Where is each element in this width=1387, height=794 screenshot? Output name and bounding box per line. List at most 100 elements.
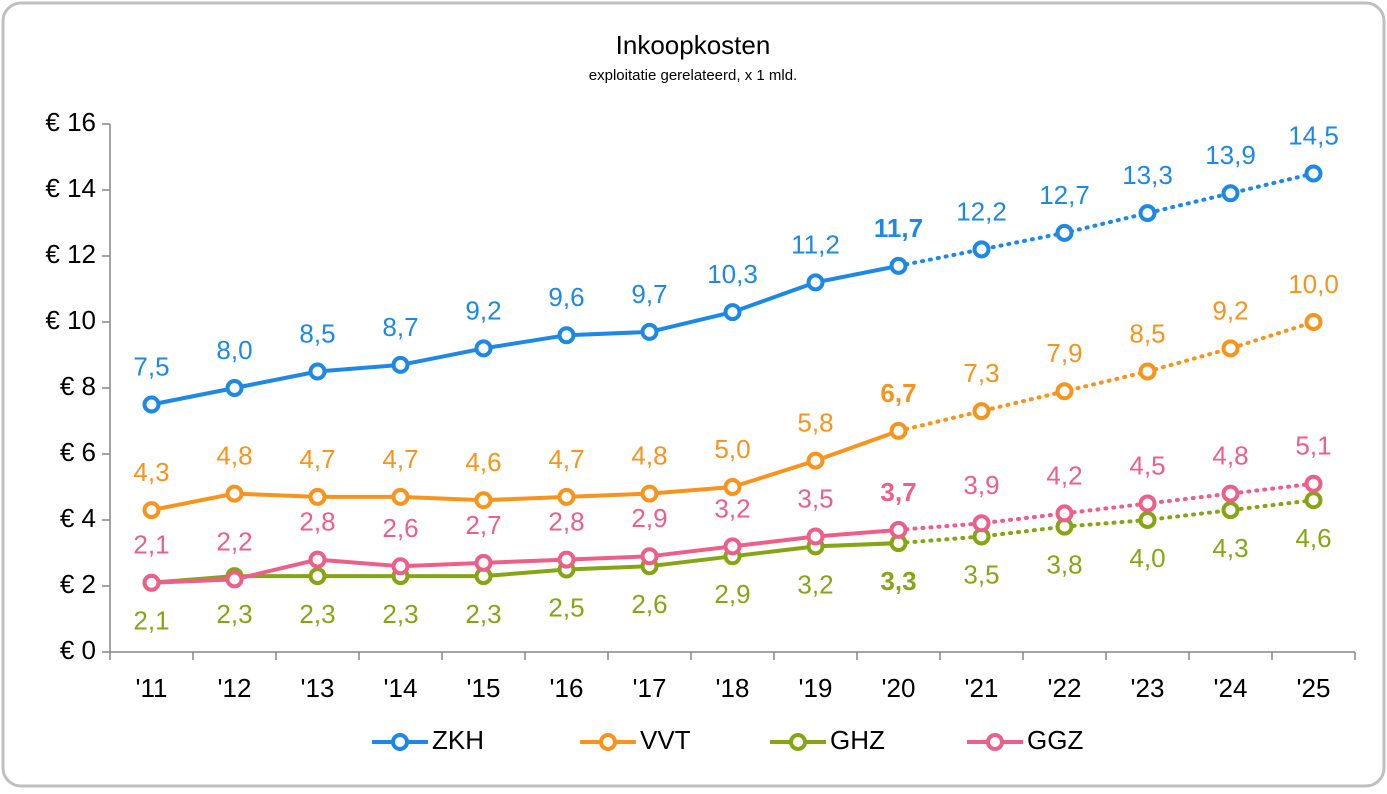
marker: [225, 570, 244, 589]
data-label: 12,7: [1039, 180, 1090, 210]
data-label: 4,0: [1129, 543, 1165, 573]
data-label: 4,6: [1295, 523, 1331, 553]
x-tick-label: '20: [882, 673, 916, 703]
x-tick-label: '13: [301, 673, 335, 703]
data-label: 7,5: [133, 351, 169, 381]
series-line: [151, 263, 899, 407]
data-label: 3,9: [963, 470, 999, 500]
y-tick-label: € 8: [60, 371, 96, 401]
data-label: 12,2: [956, 196, 1007, 226]
x-tick-label: '22: [1048, 673, 1082, 703]
marker: [806, 273, 825, 292]
data-label: 11,7: [874, 213, 923, 243]
marker: [308, 567, 327, 586]
data-label: 4,8: [216, 440, 252, 470]
data-label: 10,3: [707, 259, 758, 289]
data-label: 4,5: [1129, 450, 1165, 480]
data-label: 4,7: [382, 444, 418, 474]
data-label: 4,3: [1212, 533, 1248, 563]
data-label: 2,3: [465, 599, 501, 629]
data-label: 2,1: [133, 530, 169, 560]
x-tick-label: '14: [384, 673, 418, 703]
data-label: 9,2: [1212, 295, 1248, 325]
marker: [889, 520, 908, 539]
data-label: 8,7: [382, 312, 418, 342]
marker: [225, 484, 244, 503]
marker: [640, 547, 659, 566]
y-tick-label: € 14: [45, 173, 96, 203]
marker: [1304, 491, 1323, 510]
marker: [972, 402, 991, 421]
marker: [1138, 494, 1157, 513]
data-label: 8,5: [299, 318, 335, 348]
data-label: 10,0: [1288, 269, 1339, 299]
data-label: 3,7: [880, 477, 916, 507]
data-label: 11,2: [791, 229, 840, 259]
x-tick-label: '19: [799, 673, 833, 703]
marker: [142, 501, 161, 520]
data-label: 14,5: [1288, 120, 1339, 150]
series-line: [151, 429, 900, 513]
data-label: 2,7: [465, 510, 501, 540]
x-tick-label: '16: [550, 673, 584, 703]
marker: [474, 553, 493, 572]
x-tick-label: '18: [716, 673, 750, 703]
data-label: 8,0: [216, 335, 252, 365]
marker: [723, 303, 742, 322]
marker: [1221, 339, 1240, 358]
data-label: 2,3: [216, 599, 252, 629]
data-label: 4,7: [548, 444, 584, 474]
marker: [889, 421, 908, 440]
marker: [1138, 362, 1157, 381]
x-tick-label: '15: [467, 673, 501, 703]
data-label: 3,2: [714, 493, 750, 523]
y-tick-label: € 10: [45, 305, 96, 335]
legend-marker: [599, 733, 617, 751]
data-label: 7,9: [1046, 338, 1082, 368]
marker: [723, 537, 742, 556]
marker: [1055, 223, 1074, 242]
data-label: 2,2: [216, 526, 252, 556]
marker: [1221, 501, 1240, 520]
legend-marker: [391, 733, 409, 751]
marker: [308, 550, 327, 569]
series-line-dotted: [896, 320, 1316, 433]
x-tick-label: '17: [633, 673, 667, 703]
marker: [308, 487, 327, 506]
marker: [723, 478, 742, 496]
x-tick-label: '24: [1214, 673, 1248, 703]
y-tick-label: € 4: [60, 503, 96, 533]
data-label: 2,9: [714, 579, 750, 609]
data-label: 2,5: [548, 592, 584, 622]
data-label: 2,1: [133, 606, 169, 636]
series-line-dotted: [896, 498, 1316, 546]
marker: [557, 487, 576, 506]
series-line: [151, 541, 899, 585]
marker: [806, 527, 825, 546]
marker: [391, 487, 410, 506]
data-label: 9,7: [631, 279, 667, 309]
marker: [972, 514, 991, 533]
data-label: 3,3: [880, 566, 916, 596]
marker: [889, 256, 908, 275]
marker: [1221, 484, 1240, 503]
data-label: 3,2: [797, 569, 833, 599]
marker: [972, 240, 991, 259]
data-label: 2,3: [299, 599, 335, 629]
y-tick-label: € 2: [60, 569, 96, 599]
data-label: 9,6: [548, 282, 584, 312]
marker: [1304, 164, 1323, 183]
marker: [308, 362, 327, 381]
data-label: 2,8: [548, 506, 584, 536]
marker: [1304, 474, 1323, 493]
data-label: 2,6: [382, 513, 418, 543]
legend-label: GGZ: [1027, 725, 1083, 755]
data-label: 4,3: [133, 457, 169, 487]
marker: [142, 573, 161, 592]
data-label: 8,5: [1129, 318, 1165, 348]
marker: [557, 550, 576, 569]
marker: [142, 395, 161, 414]
marker: [1055, 382, 1074, 401]
marker: [1304, 313, 1323, 331]
